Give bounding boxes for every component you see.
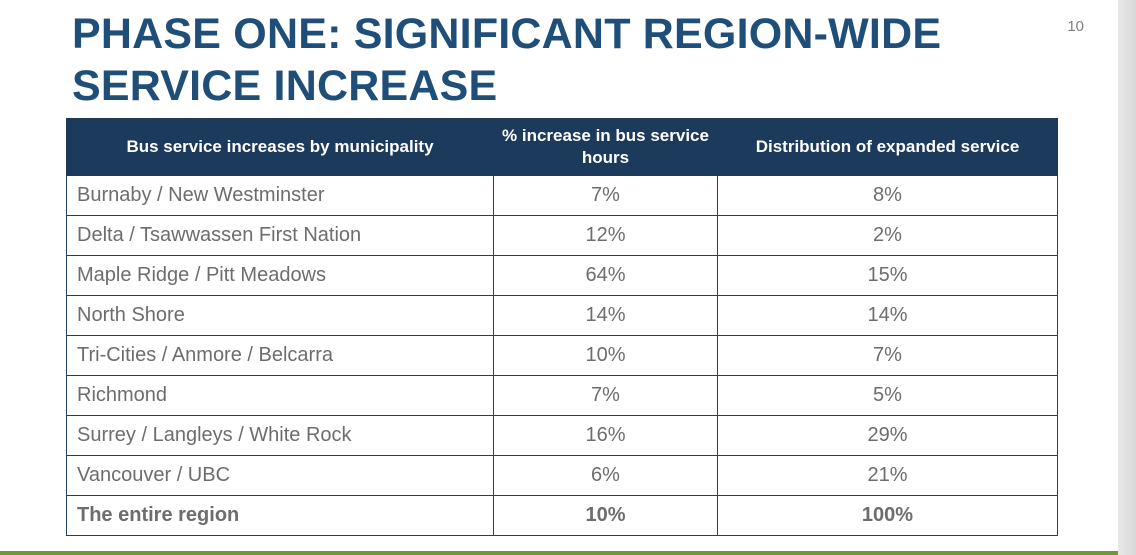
table-row: Vancouver / UBC 6% 21% xyxy=(66,455,1058,496)
cell-distribution: 2% xyxy=(717,215,1058,256)
cell-distribution: 15% xyxy=(717,255,1058,296)
cell-distribution: 7% xyxy=(717,335,1058,376)
cell-municipality: Vancouver / UBC xyxy=(66,455,494,496)
header-increase: % increase in bus service hours xyxy=(493,118,718,176)
slide-bottom-accent xyxy=(0,551,1118,555)
cell-municipality: Richmond xyxy=(66,375,494,416)
cell-increase: 14% xyxy=(493,295,718,336)
cell-municipality: Maple Ridge / Pitt Meadows xyxy=(66,255,494,296)
table-row: Tri-Cities / Anmore / Belcarra 10% 7% xyxy=(66,335,1058,376)
table-row: Richmond 7% 5% xyxy=(66,375,1058,416)
cell-distribution: 8% xyxy=(717,175,1058,216)
cell-increase: 10% xyxy=(493,495,718,536)
cell-municipality: North Shore xyxy=(66,295,494,336)
cell-municipality: Delta / Tsawwassen First Nation xyxy=(66,215,494,256)
cell-municipality: The entire region xyxy=(66,495,494,536)
cell-distribution: 29% xyxy=(717,415,1058,456)
table-row: Surrey / Langleys / White Rock 16% 29% xyxy=(66,415,1058,456)
cell-increase: 7% xyxy=(493,175,718,216)
header-municipality: Bus service increases by municipality xyxy=(66,118,494,176)
slide-shadow xyxy=(1118,0,1136,555)
cell-increase: 10% xyxy=(493,335,718,376)
cell-distribution: 14% xyxy=(717,295,1058,336)
table-row: Delta / Tsawwassen First Nation 12% 2% xyxy=(66,215,1058,256)
table-body: Burnaby / New Westminster 7% 8% Delta / Tsa… xyxy=(66,175,1058,536)
table-row: Burnaby / New Westminster 7% 8% xyxy=(66,175,1058,216)
cell-distribution: 100% xyxy=(717,495,1058,536)
cell-increase: 6% xyxy=(493,455,718,496)
cell-increase: 12% xyxy=(493,215,718,256)
cell-municipality: Burnaby / New Westminster xyxy=(66,175,494,216)
cell-increase: 7% xyxy=(493,375,718,416)
cell-increase: 64% xyxy=(493,255,718,296)
table-header-row: Bus service increases by municipality % … xyxy=(66,118,1058,176)
cell-distribution: 21% xyxy=(717,455,1058,496)
header-distribution: Distribution of expanded service xyxy=(717,118,1058,176)
page-number: 10 xyxy=(1067,18,1084,35)
table-row: North Shore 14% 14% xyxy=(66,295,1058,336)
slide-title-line-2: SERVICE INCREASE xyxy=(72,62,498,110)
cell-increase: 16% xyxy=(493,415,718,456)
slide-title-line-1: PHASE ONE: SIGNIFICANT REGION-WIDE xyxy=(72,10,942,58)
bus-service-table: Bus service increases by municipality % … xyxy=(66,118,1058,536)
table-total-row: The entire region 10% 100% xyxy=(66,495,1058,536)
cell-municipality: Surrey / Langleys / White Rock xyxy=(66,415,494,456)
slide-title: PHASE ONE: SIGNIFICANT REGION-WIDE SERVI… xyxy=(72,8,1032,112)
cell-municipality: Tri-Cities / Anmore / Belcarra xyxy=(66,335,494,376)
table-row: Maple Ridge / Pitt Meadows 64% 15% xyxy=(66,255,1058,296)
cell-distribution: 5% xyxy=(717,375,1058,416)
